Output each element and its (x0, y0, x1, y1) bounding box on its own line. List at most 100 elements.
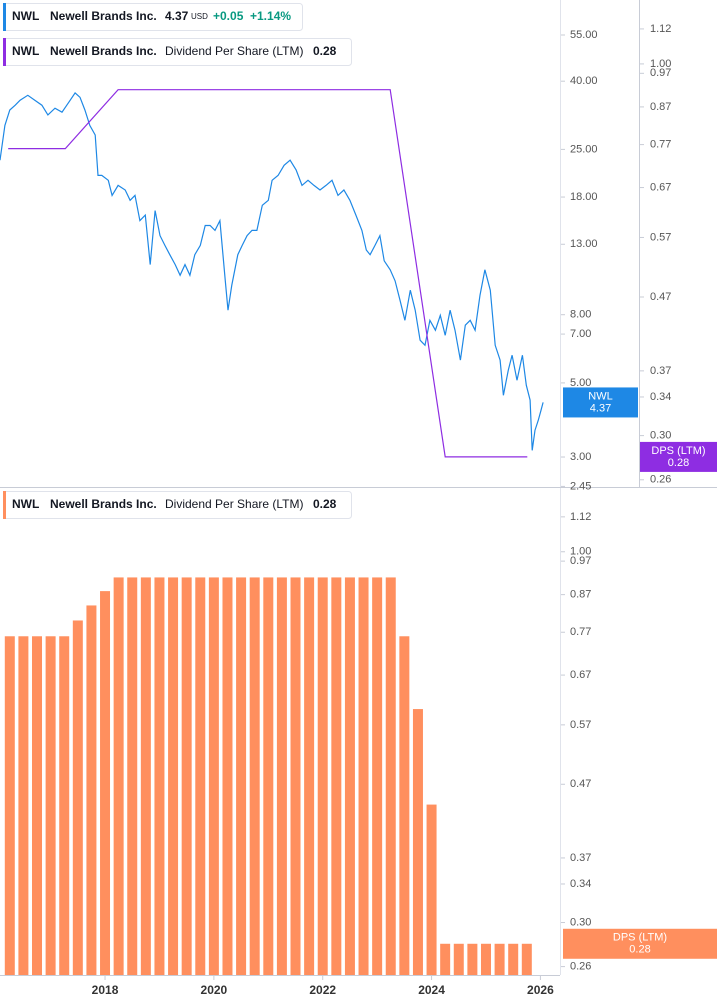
x-tick-label: 2020 (201, 983, 228, 997)
legend-text: NWL (12, 9, 39, 23)
y-tick-label: 0.47 (570, 778, 591, 790)
y-tick-label: 0.47 (650, 291, 671, 303)
bar (208, 577, 219, 975)
y-tick-label: 0.57 (650, 231, 671, 243)
y-tick-label: 1.12 (650, 23, 671, 35)
badge-value: 4.37 (590, 402, 611, 414)
y-tick-label: 0.37 (570, 852, 591, 864)
bar (480, 943, 491, 975)
bar (59, 636, 70, 975)
legend-text: NWL (12, 497, 39, 511)
legend-text: +1.14% (250, 9, 291, 23)
y-tick-label: 5.00 (570, 377, 591, 389)
bar (508, 943, 519, 975)
y-tick-label: 0.67 (570, 669, 591, 681)
y-tick-label: 1.12 (570, 511, 591, 523)
y-tick-label: 0.67 (650, 181, 671, 193)
bar (86, 605, 97, 975)
bar (521, 943, 532, 975)
bar (426, 804, 437, 975)
legend-text: 0.28 (313, 497, 337, 511)
bar (113, 577, 124, 975)
bar (263, 577, 274, 975)
bar (140, 577, 151, 975)
bar (494, 943, 505, 975)
legend-text: USD (191, 12, 208, 21)
legend-text: Dividend Per Share (LTM) (165, 44, 304, 58)
x-tick-label: 2024 (418, 983, 445, 997)
legend-accent (3, 491, 6, 519)
bar (249, 577, 260, 975)
bar (32, 636, 43, 975)
bar (276, 577, 287, 975)
y-tick-label: 0.87 (650, 101, 671, 113)
y-tick-label: 0.34 (570, 878, 591, 890)
legend-text: NWL (12, 44, 39, 58)
price-badge (563, 387, 638, 418)
y-tick-label: 0.26 (650, 474, 671, 486)
y-tick-label: 7.00 (570, 328, 591, 340)
x-tick-label: 2026 (527, 983, 554, 997)
y-tick-label: 55.00 (570, 29, 598, 41)
badge-value: 0.28 (629, 944, 650, 956)
bar (372, 577, 383, 975)
legend-text: Newell Brands Inc. (50, 9, 157, 23)
badge-label: DPS (LTM) (651, 445, 705, 457)
legend-text: Dividend Per Share (LTM) (165, 497, 304, 511)
bar (127, 577, 138, 975)
bar (358, 577, 369, 975)
bar (412, 709, 423, 975)
bar (18, 636, 29, 975)
bar (467, 943, 478, 975)
legend-text: +0.05 (213, 9, 244, 23)
y-tick-label: 0.57 (570, 719, 591, 731)
bar (399, 636, 410, 975)
y-tick-label: 1.00 (650, 58, 671, 70)
legend-text: Newell Brands Inc. (50, 44, 157, 58)
legend-accent (3, 3, 6, 31)
bar (453, 943, 464, 975)
y-tick-label: 2.45 (570, 480, 591, 492)
y-tick-label: 0.87 (570, 589, 591, 601)
legend-text: 0.28 (313, 44, 337, 58)
bar (344, 577, 355, 975)
x-tick-label: 2022 (309, 983, 336, 997)
bar (317, 577, 328, 975)
legend-text: 4.37 (165, 9, 189, 23)
y-tick-label: 0.37 (650, 365, 671, 377)
y-tick-label: 0.34 (650, 391, 671, 403)
bar (4, 636, 15, 975)
bar (45, 636, 56, 975)
bar (154, 577, 165, 975)
series-line (8, 89, 528, 458)
bar (168, 577, 179, 975)
bar (385, 577, 396, 975)
y-tick-label: 0.77 (650, 139, 671, 151)
y-tick-label: 0.30 (570, 916, 591, 928)
series-line (0, 91, 544, 451)
y-tick-label: 0.97 (650, 67, 671, 79)
badge-label: DPS (LTM) (613, 932, 667, 944)
y-tick-label: 0.77 (570, 626, 591, 638)
y-tick-label: 0.97 (570, 555, 591, 567)
y-tick-label: 3.00 (570, 451, 591, 463)
price-badge (640, 441, 717, 472)
badge-value: 0.28 (668, 457, 689, 469)
y-tick-label: 0.26 (570, 961, 591, 973)
legend-accent (3, 38, 6, 66)
y-tick-label: 1.00 (570, 546, 591, 558)
bar (304, 577, 315, 975)
legend-text: Newell Brands Inc. (50, 497, 157, 511)
y-tick-label: 25.00 (570, 143, 598, 155)
bar (195, 577, 206, 975)
bar (440, 943, 451, 975)
price-badge (563, 928, 717, 959)
bar (72, 620, 83, 975)
bar (331, 577, 342, 975)
bar (236, 577, 247, 975)
y-tick-label: 40.00 (570, 75, 598, 87)
bar (290, 577, 301, 975)
badge-label: NWL (588, 390, 612, 402)
